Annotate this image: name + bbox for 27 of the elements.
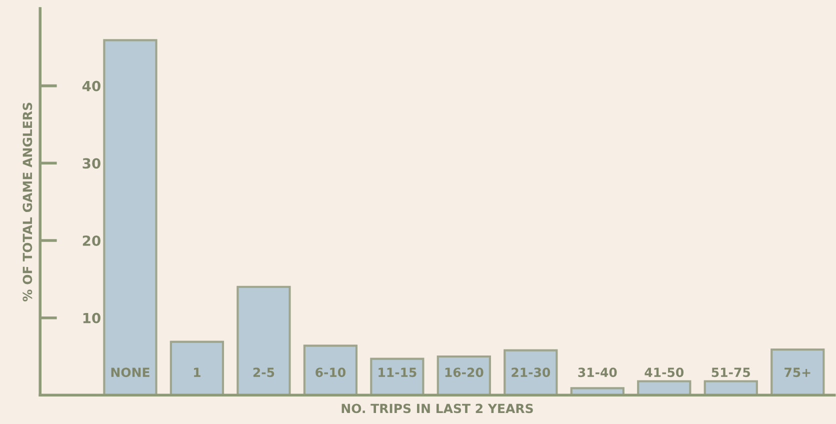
bar [370,358,424,396]
x-tick-label: 51-75 [712,368,750,378]
x-tick-label: 75+ [784,368,810,378]
x-tick-label: NONE [111,368,150,378]
bar [170,340,224,396]
bar [504,349,558,396]
x-tick-label: 1 [194,368,200,377]
y-tick-label: 10 [83,312,100,324]
x-tick-label: 21-30 [512,368,550,378]
bar [436,355,491,396]
y-tick-label: 20 [82,235,100,246]
bar [303,344,358,396]
x-tick-label: 31-40 [578,368,617,378]
x-tick-label: 6-10 [316,368,346,378]
bar [770,348,825,396]
x-tick-label: 41-50 [644,368,684,378]
bar [236,286,291,396]
x-tick-label: 11-15 [378,368,416,378]
bar [637,380,692,396]
x-tick-label: 2-5 [253,368,274,378]
y-axis-title: % OF TOTAL GAME ANGLERS [22,102,32,302]
y-tick-label: 30 [82,158,100,169]
y-tick-label: 40 [82,80,100,92]
x-axis-title: NO. TRIPS IN LAST 2 YEARS [342,404,533,414]
x-tick-label: 16-20 [445,368,484,378]
bar [704,380,758,396]
bar [103,39,158,396]
